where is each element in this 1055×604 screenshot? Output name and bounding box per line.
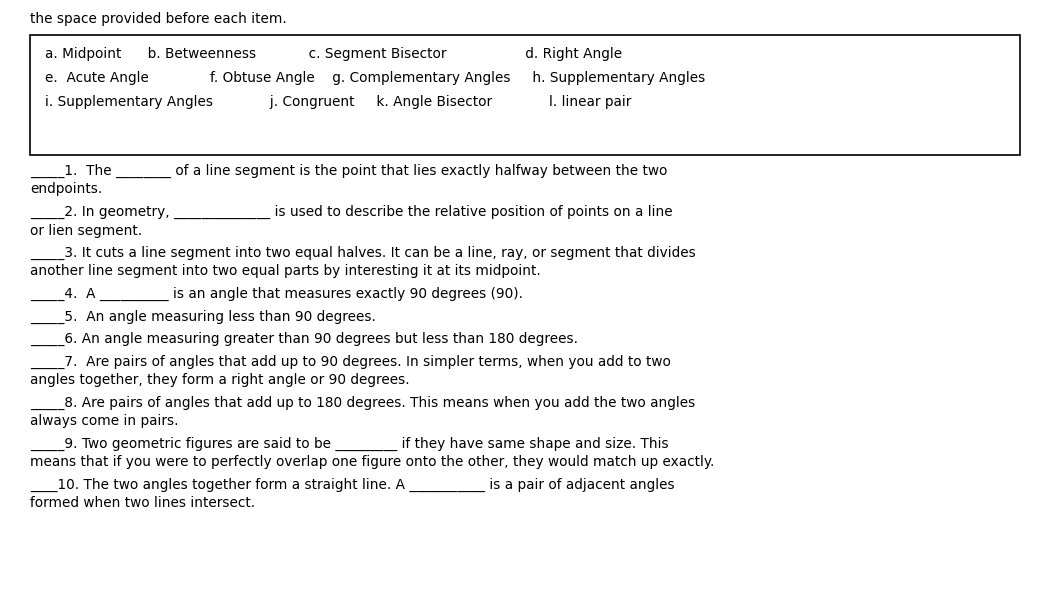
Text: i. Supplementary Angles             j. Congruent     k. Angle Bisector          : i. Supplementary Angles j. Congruent k. … [45, 95, 631, 109]
Bar [30, 35, 1020, 155]
Text: another line segment into two equal parts by interesting it at its midpoint.: another line segment into two equal part… [30, 265, 541, 278]
Text: the space provided before each item.: the space provided before each item. [30, 12, 287, 26]
Text: formed when two lines intersect.: formed when two lines intersect. [30, 496, 255, 510]
Text: _____5.  An angle measuring less than 90 degrees.: _____5. An angle measuring less than 90 … [30, 309, 376, 324]
Text: _____4.  A __________ is an angle that measures exactly 90 degrees (90).: _____4. A __________ is an angle that me… [30, 287, 523, 301]
Text: _____6. An angle measuring greater than 90 degrees but less than 180 degrees.: _____6. An angle measuring greater than … [30, 332, 578, 346]
Text: _____1.  The ________ of a line segment is the point that lies exactly halfway b: _____1. The ________ of a line segment i… [30, 164, 668, 178]
Text: _____9. Two geometric figures are said to be _________ if they have same shape a: _____9. Two geometric figures are said t… [30, 437, 669, 451]
Text: ____10. The two angles together form a straight line. A ___________ is a pair of: ____10. The two angles together form a s… [30, 478, 674, 492]
Text: e.  Acute Angle              f. Obtuse Angle    g. Complementary Angles     h. S: e. Acute Angle f. Obtuse Angle g. Comple… [45, 71, 705, 85]
Text: angles together, they form a right angle or 90 degrees.: angles together, they form a right angle… [30, 373, 409, 387]
Text: always come in pairs.: always come in pairs. [30, 414, 178, 428]
Text: endpoints.: endpoints. [30, 182, 102, 196]
Text: or lien segment.: or lien segment. [30, 223, 142, 237]
Text: means that if you were to perfectly overlap one figure onto the other, they woul: means that if you were to perfectly over… [30, 455, 714, 469]
Text: _____3. It cuts a line segment into two equal halves. It can be a line, ray, or : _____3. It cuts a line segment into two … [30, 246, 695, 260]
Text: _____2. In geometry, ______________ is used to describe the relative position of: _____2. In geometry, ______________ is u… [30, 205, 673, 219]
Text: _____7.  Are pairs of angles that add up to 90 degrees. In simpler terms, when y: _____7. Are pairs of angles that add up … [30, 355, 671, 368]
Text: _____8. Are pairs of angles that add up to 180 degrees. This means when you add : _____8. Are pairs of angles that add up … [30, 396, 695, 410]
Text: a. Midpoint      b. Betweenness            c. Segment Bisector                  : a. Midpoint b. Betweenness c. Segment Bi… [45, 47, 622, 61]
